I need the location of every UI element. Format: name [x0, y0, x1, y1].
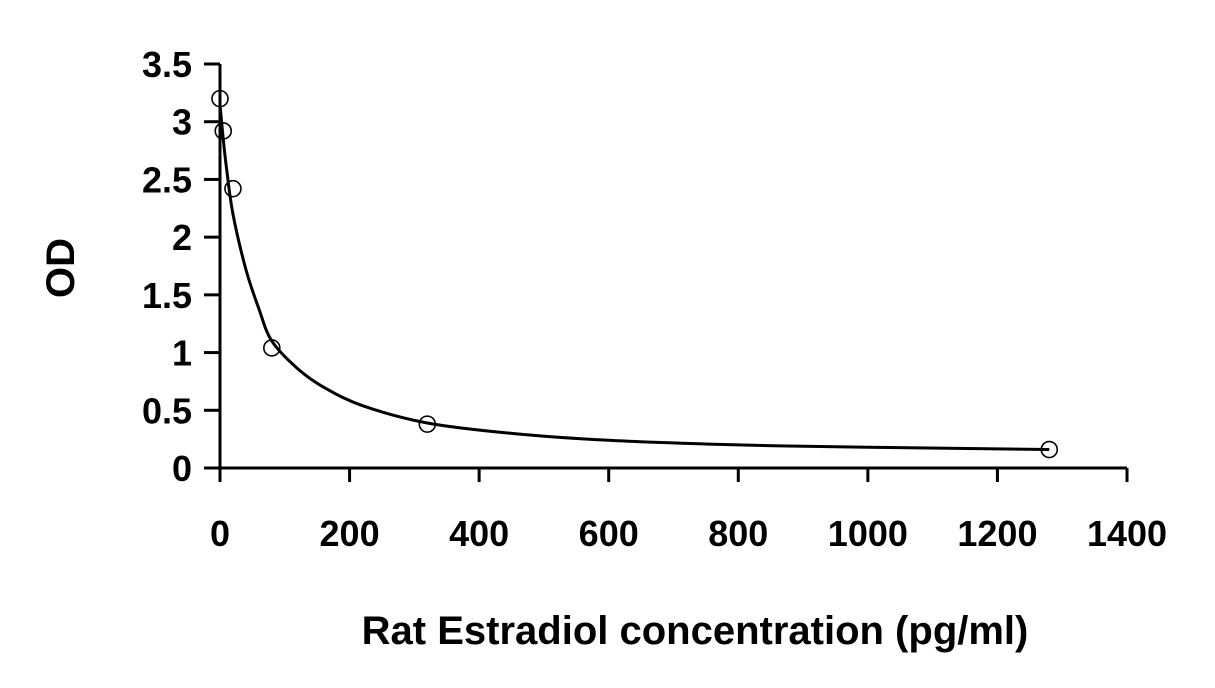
y-tick-label: 2: [172, 217, 192, 258]
y-tick-label: 3: [172, 102, 192, 143]
x-tick-label: 800: [708, 513, 768, 554]
data-point: [224, 179, 242, 198]
x-axis-ticks: 0 200 400 600 800 1000 1200 1400: [210, 468, 1167, 554]
data-points: [211, 89, 1059, 459]
data-point: [211, 89, 229, 108]
fit-curve: [218, 104, 1050, 452]
x-tick-label: 1000: [828, 513, 908, 554]
x-tick-label: 400: [449, 513, 509, 554]
y-tick-label: 0.5: [142, 390, 192, 431]
data-point: [1040, 440, 1059, 459]
x-tick-label: 1200: [957, 513, 1037, 554]
y-axis-title: OD: [39, 238, 83, 298]
y-tick-label: 0: [172, 448, 192, 489]
y-tick-label: 1: [172, 333, 192, 374]
y-tick-label: 1.5: [142, 275, 192, 316]
y-tick-label: 3.5: [142, 44, 192, 85]
x-axis-title: Rat Estradiol concentration (pg/ml): [362, 609, 1029, 653]
x-tick-label: 200: [320, 513, 380, 554]
data-point: [418, 415, 437, 433]
data-point: [263, 339, 281, 357]
x-tick-label: 0: [210, 513, 230, 554]
x-tick-label: 600: [579, 513, 639, 554]
y-tick-label: 2.5: [142, 159, 192, 200]
y-axis-ticks: 0 0.5 1 1.5 2 2.5 3 3.5: [142, 44, 220, 489]
data-point: [214, 122, 233, 140]
x-tick-label: 1400: [1087, 513, 1167, 554]
